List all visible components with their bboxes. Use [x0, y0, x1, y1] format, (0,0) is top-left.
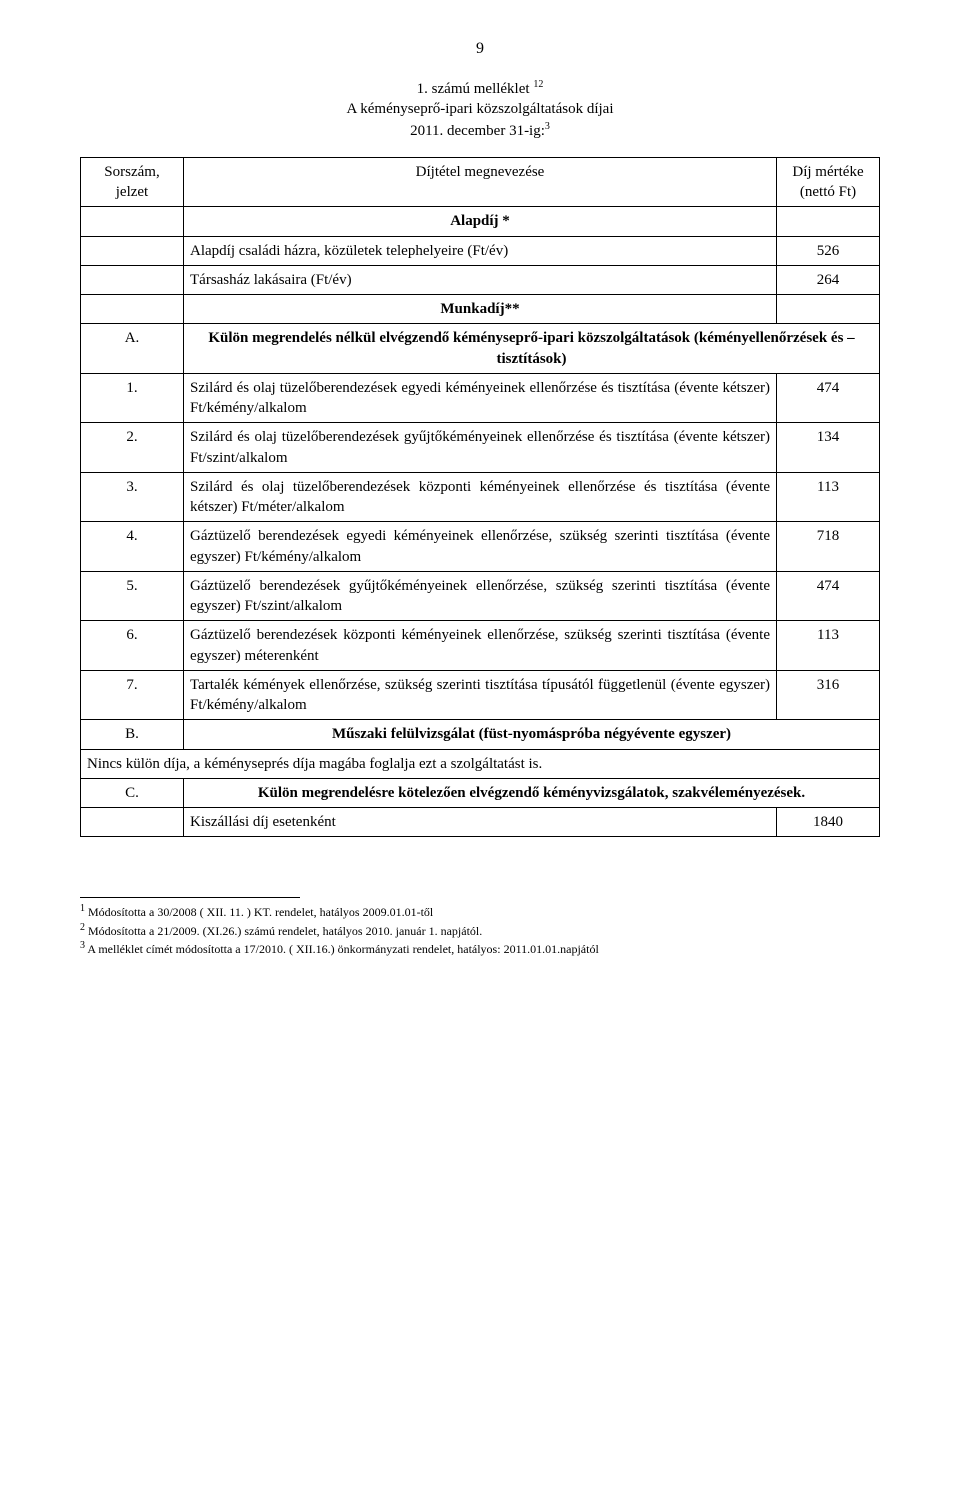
no-fee-row: Nincs külön díja, a kéményseprés díja ma…: [81, 749, 880, 778]
main-row-2: 3. Szilárd és olaj tüzelőberendezések kö…: [81, 472, 880, 522]
main-row-1-label: Szilárd és olaj tüzelőberendezések gyűjt…: [184, 423, 777, 473]
header-col1: Sorszám, jelzet: [81, 157, 184, 207]
main-row-0: 1. Szilárd és olaj tüzelőberendezések eg…: [81, 373, 880, 423]
footnote-1-text: Módosította a 21/2009. (XI.26.) számú re…: [85, 924, 482, 938]
main-row-5-num: 6.: [81, 621, 184, 671]
main-row-0-num: 1.: [81, 373, 184, 423]
main-row-2-label: Szilárd és olaj tüzelőberendezések közpo…: [184, 472, 777, 522]
footnote-1: 2 Módosította a 21/2009. (XI.26.) számú …: [80, 921, 880, 940]
footnote-0: 1 Módosította a 30/2008 ( XII. 11. ) KT.…: [80, 902, 880, 921]
header-col2: Díjtétel megnevezése: [184, 157, 777, 207]
footnote-0-text: Módosította a 30/2008 ( XII. 11. ) KT. r…: [85, 905, 433, 919]
title-line1: 1. számú melléklet 12: [80, 78, 880, 99]
table-header-row: Sorszám, jelzet Díjtétel megnevezése Díj…: [81, 157, 880, 207]
section-A-text: Külön megrendelés nélkül elvégzendő kémé…: [184, 324, 880, 374]
main-row-1-num: 2.: [81, 423, 184, 473]
main-row-5-label: Gáztüzelő berendezések központi kéményei…: [184, 621, 777, 671]
main-row-4: 5. Gáztüzelő berendezések gyűjtőkéményei…: [81, 571, 880, 621]
section-C-num: C.: [81, 778, 184, 807]
alapdij-heading-row: Alapdíj *: [81, 207, 880, 236]
main-row-6: 7. Tartalék kémények ellenőrzése, szüksé…: [81, 670, 880, 720]
alapdij-row-0-value: 526: [777, 236, 880, 265]
main-row-4-num: 5.: [81, 571, 184, 621]
main-row-2-value: 113: [777, 472, 880, 522]
alapdij-row-1-value: 264: [777, 265, 880, 294]
main-row-0-value: 474: [777, 373, 880, 423]
main-row-0-label: Szilárd és olaj tüzelőberendezések egyed…: [184, 373, 777, 423]
section-C-row: C. Külön megrendelésre kötelezően elvégz…: [81, 778, 880, 807]
main-row-3-label: Gáztüzelő berendezések egyedi kéményeine…: [184, 522, 777, 572]
alapdij-heading: Alapdíj *: [184, 207, 777, 236]
title-line1-pre: 1. számú melléklet: [417, 81, 534, 97]
title-line3: 2011. december 31-ig:3: [80, 120, 880, 141]
footnote-2: 3 A melléklet címét módosította a 17/201…: [80, 939, 880, 958]
footnote-list: 1 Módosította a 30/2008 ( XII. 11. ) KT.…: [80, 902, 880, 958]
main-row-5-value: 113: [777, 621, 880, 671]
title-line3-pre: 2011. december 31-ig:: [410, 123, 545, 139]
section-C-text: Külön megrendelésre kötelezően elvégzend…: [184, 778, 880, 807]
page-number: 9: [80, 40, 880, 58]
footnote-separator: [80, 897, 300, 898]
header-col3: Díj mértéke (nettó Ft): [777, 157, 880, 207]
title-line1-sup: 12: [533, 79, 543, 90]
munkadij-heading: Munkadíj**: [184, 295, 777, 324]
section-B-text: Műszaki felülvizsgálat (füst-nyomáspróba…: [184, 720, 880, 749]
footnote-2-text: A melléklet címét módosította a 17/2010.…: [85, 942, 599, 956]
main-row-5: 6. Gáztüzelő berendezések központi kémén…: [81, 621, 880, 671]
main-row-3-value: 718: [777, 522, 880, 572]
main-row-2-num: 3.: [81, 472, 184, 522]
main-row-3-num: 4.: [81, 522, 184, 572]
kiszallasi-row: Kiszállási díj esetenként 1840: [81, 808, 880, 837]
title-block: 1. számú melléklet 12 A kéményseprő-ipar…: [80, 78, 880, 141]
section-B-row: B. Műszaki felülvizsgálat (füst-nyomáspr…: [81, 720, 880, 749]
alapdij-row-1: Társasház lakásaira (Ft/év) 264: [81, 265, 880, 294]
alapdij-row-1-label: Társasház lakásaira (Ft/év): [184, 265, 777, 294]
main-row-3: 4. Gáztüzelő berendezések egyedi kéménye…: [81, 522, 880, 572]
main-row-6-num: 7.: [81, 670, 184, 720]
section-A-num: A.: [81, 324, 184, 374]
alapdij-row-0-label: Alapdíj családi házra, közületek telephe…: [184, 236, 777, 265]
main-row-4-value: 474: [777, 571, 880, 621]
kiszallasi-label: Kiszállási díj esetenként: [184, 808, 777, 837]
main-row-1-value: 134: [777, 423, 880, 473]
main-row-6-label: Tartalék kémények ellenőrzése, szükség s…: [184, 670, 777, 720]
main-row-4-label: Gáztüzelő berendezések gyűjtőkéményeinek…: [184, 571, 777, 621]
section-A-row: A. Külön megrendelés nélkül elvégzendő k…: [81, 324, 880, 374]
title-line3-sup: 3: [545, 121, 550, 132]
section-B-num: B.: [81, 720, 184, 749]
no-fee-text: Nincs külön díja, a kéményseprés díja ma…: [81, 749, 880, 778]
main-row-6-value: 316: [777, 670, 880, 720]
main-row-1: 2. Szilárd és olaj tüzelőberendezések gy…: [81, 423, 880, 473]
fee-table: Sorszám, jelzet Díjtétel megnevezése Díj…: [80, 157, 880, 838]
alapdij-row-0: Alapdíj családi házra, közületek telephe…: [81, 236, 880, 265]
munkadij-heading-row: Munkadíj**: [81, 295, 880, 324]
title-line2: A kéményseprő-ipari közszolgáltatások dí…: [80, 99, 880, 119]
kiszallasi-value: 1840: [777, 808, 880, 837]
